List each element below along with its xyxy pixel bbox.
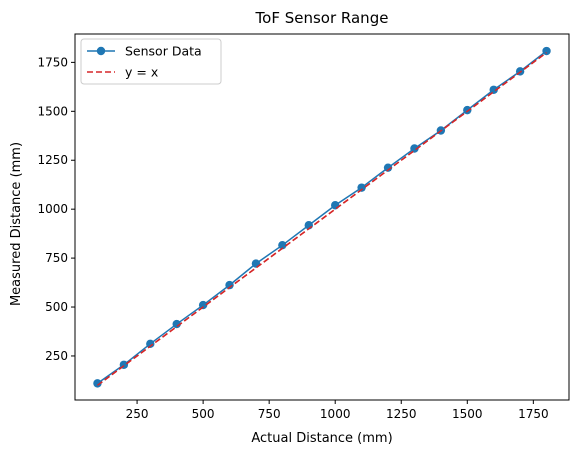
x-tick-label: 750 — [258, 407, 281, 421]
axes-frame — [74, 33, 570, 401]
data-point — [331, 201, 340, 210]
x-tick-label: 1000 — [320, 407, 351, 421]
legend: Sensor Data y = x — [80, 38, 222, 85]
data-point — [489, 85, 498, 94]
x-tick-label: 1500 — [452, 407, 483, 421]
series-line-sensor-data — [97, 50, 548, 384]
data-point — [542, 46, 551, 56]
plot-area: 250 500 750 1000 1250 1500 1750 250 500 750 1000 12… — [37, 33, 570, 421]
x-tick-label: 1250 — [386, 407, 417, 421]
y-tick-label: 1000 — [37, 202, 68, 216]
x-axis-label: Actual Distance (mm) — [251, 431, 392, 446]
legend-label-y-equals-x: y = x — [125, 65, 158, 80]
x-tick-label: 500 — [192, 407, 215, 421]
y-tick-label: 500 — [45, 300, 68, 314]
y-tick-label: 750 — [45, 251, 68, 265]
data-point — [383, 163, 393, 172]
data-point — [146, 339, 155, 349]
data-point — [278, 240, 287, 250]
x-tick-label: 250 — [126, 407, 149, 421]
legend-marker-sensor-data — [96, 46, 106, 56]
reference-line-overlay — [97, 51, 547, 386]
chart-title: ToF Sensor Range — [255, 9, 389, 27]
data-point — [410, 144, 419, 153]
data-point — [93, 379, 102, 388]
y-tick-label: 1500 — [37, 104, 68, 118]
y-axis-label: Measured Distance (mm) — [9, 142, 24, 306]
data-point — [357, 183, 366, 192]
data-point — [463, 105, 472, 115]
y-tick-label: 250 — [45, 349, 68, 363]
legend-box — [80, 38, 222, 85]
legend-label-sensor-data: Sensor Data — [125, 44, 202, 59]
data-point — [172, 319, 181, 329]
x-tick-label: 1750 — [518, 407, 549, 421]
data-point — [225, 280, 234, 290]
data-point — [198, 300, 208, 310]
y-tick-label: 1250 — [37, 153, 68, 167]
y-tick-label: 1750 — [37, 55, 68, 69]
